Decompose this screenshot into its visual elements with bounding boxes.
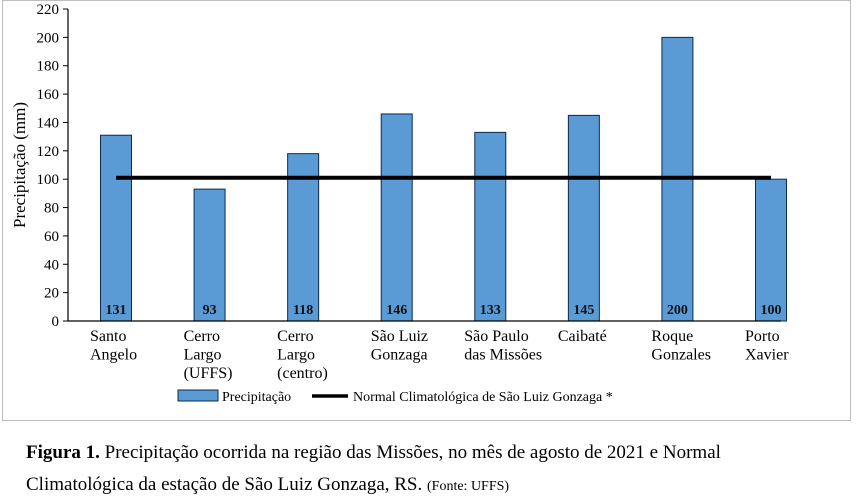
x-tick-label-line: Roque (651, 328, 693, 345)
bar-1 (193, 188, 226, 322)
caption-source: (Fonte: UFFS) (427, 479, 510, 494)
legend-label-precipitation: Precipitação (222, 390, 291, 405)
x-tick-label: Santo Angelo (90, 328, 137, 364)
axes (67, 9, 781, 322)
caption-line-2: Climatológica da estação de São Luiz Gon… (26, 469, 846, 503)
legend-label-normal: Normal Climatológica de São Luiz Gonzaga… (353, 390, 613, 405)
bar-data-label: 133 (480, 303, 501, 318)
y-axis-ticks: 0 20 40 60 80 100 120 140 160 180 200 220 (37, 2, 68, 330)
y-tick-label: 220 (37, 2, 60, 18)
y-tick-label: 80 (44, 201, 59, 217)
y-tick-label: 180 (37, 59, 60, 75)
bars: 131 93 118 146 133 145 200 100 (100, 36, 787, 322)
x-tick-label-line: Xavier (745, 347, 789, 364)
chart-frame (2, 0, 851, 421)
y-tick-label: 140 (37, 115, 60, 131)
bar-data-label: 131 (106, 303, 127, 318)
x-tick-label-line: Caibaté (558, 328, 607, 345)
x-tick-label: Caibaté (558, 328, 607, 345)
x-tick-label: Cerro Largo (UFFS) (184, 328, 233, 382)
x-tick-label-line: Gonzales (651, 347, 711, 364)
bar-0 (100, 134, 132, 322)
x-tick-label-line: Largo (277, 347, 315, 364)
y-tick-label: 20 (44, 286, 59, 302)
legend: Precipitação Normal Climatológica de São… (177, 389, 613, 405)
caption-line-1: Figura 1. Precipitação ocorrida na regiã… (26, 437, 846, 469)
x-tick-label-line: Gonzaga (371, 347, 428, 364)
y-tick-label: 120 (37, 144, 60, 160)
x-tick-label-line: Porto (745, 328, 780, 345)
bar-data-label: 100 (761, 303, 782, 318)
x-tick-label-line: Cerro (277, 328, 313, 345)
x-tick-label-line: São Paulo (464, 328, 528, 345)
x-tick-label: Roque Gonzales (651, 328, 711, 364)
y-tick-label: 40 (44, 257, 59, 273)
bar-7 (755, 178, 787, 322)
x-tick-label-line: São Luiz (371, 328, 428, 345)
y-tick-label: 100 (37, 172, 60, 188)
y-axis-label: Precipitação (mm) (10, 102, 29, 228)
legend-swatch-precipitation (177, 389, 219, 402)
x-tick-label-line: das Missões (464, 347, 542, 364)
x-tick-label-line: Angelo (90, 347, 137, 364)
y-tick-label: 60 (44, 229, 59, 245)
x-tick-label: Porto Xavier (745, 328, 789, 364)
x-tick-label-line: Cerro (184, 328, 220, 345)
bar-3 (380, 113, 413, 322)
x-tick-label: São Paulo das Missões (464, 328, 542, 364)
bar-4 (474, 131, 507, 322)
y-tick-label: 200 (37, 30, 60, 46)
caption-label: Figura 1. (26, 442, 100, 463)
x-tick-label-line: Largo (184, 347, 222, 364)
figure-caption: Figura 1. Precipitação ocorrida na regiã… (26, 437, 846, 503)
x-tick-label-line: Santo (90, 328, 126, 345)
bar-data-label: 146 (386, 303, 407, 318)
bar-5 (567, 114, 600, 322)
bar-data-label: 118 (293, 303, 313, 318)
bar-2 (287, 153, 320, 322)
x-tick-label: São Luiz Gonzaga (371, 328, 428, 364)
caption-text-1: Precipitação ocorrida na região das Miss… (99, 442, 721, 463)
bar-data-label: 145 (573, 303, 594, 318)
x-tick-label: Cerro Largo (centro) (277, 328, 328, 382)
x-tick-label-line: (centro) (277, 365, 328, 382)
y-tick-label: 160 (37, 87, 60, 103)
bar-data-label: 93 (203, 303, 217, 318)
caption-text-2: Climatológica da estação de São Luiz Gon… (26, 474, 423, 495)
bar-data-label: 200 (667, 303, 688, 318)
x-tick-label-line: (UFFS) (184, 365, 233, 382)
y-tick-label: 0 (52, 314, 60, 330)
